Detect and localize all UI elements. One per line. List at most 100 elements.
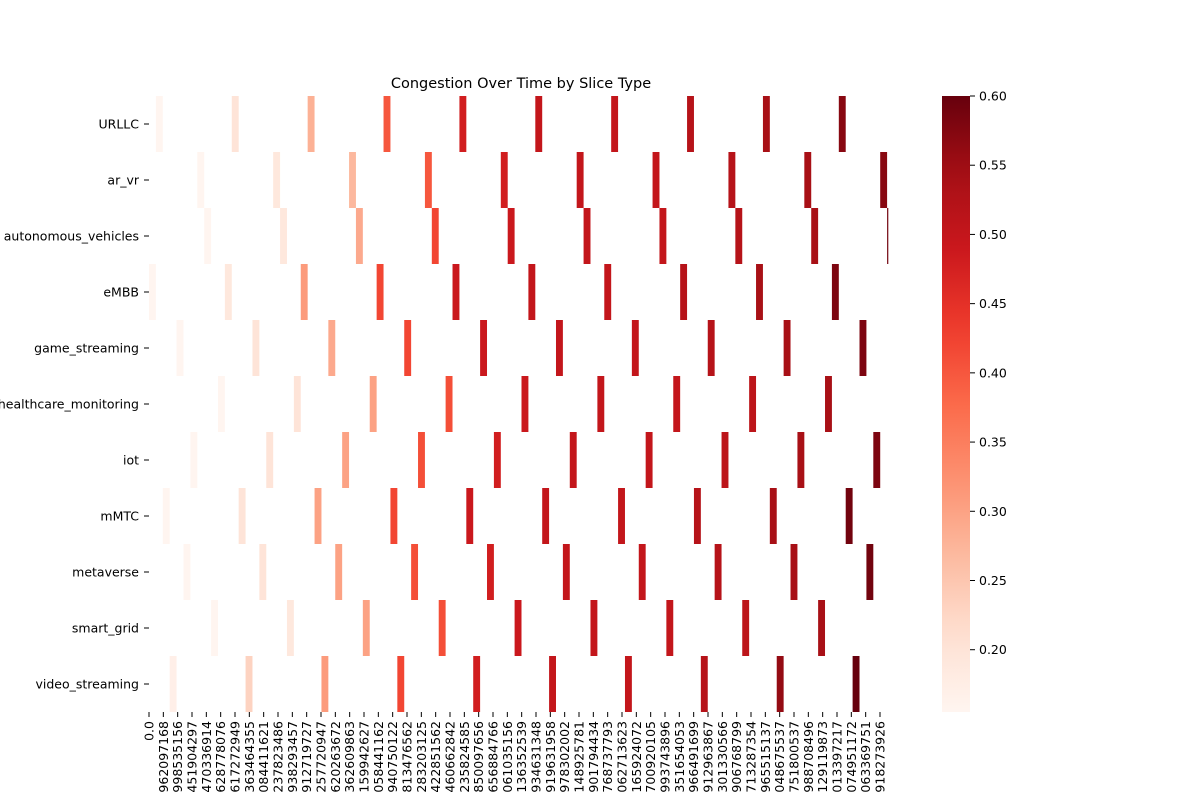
- heatmap-cell: [431, 208, 439, 264]
- x-tick-label: 988708496: [801, 721, 816, 793]
- x-tick-label: 084411621: [256, 721, 271, 793]
- heatmap-cell: [597, 376, 605, 432]
- x-tick-label: 919631958: [543, 721, 558, 793]
- heatmap-cell: [197, 152, 205, 208]
- x-tick-label: 0.0: [142, 721, 157, 741]
- heatmap-cell: [300, 264, 308, 320]
- colorbar-tick-label: 0.45: [979, 296, 1007, 311]
- x-tick-label: 074951172: [844, 721, 859, 793]
- y-tick-label: smart_grid: [72, 621, 139, 636]
- heatmap-cell: [438, 600, 446, 656]
- x-tick-label: 063369751: [858, 721, 873, 793]
- y-tick-label: video_streaming: [35, 677, 139, 692]
- heatmap-cell: [404, 320, 412, 376]
- heatmap-cell: [231, 96, 239, 152]
- x-tick-label: 966491699: [686, 721, 701, 793]
- heatmap-cell: [735, 208, 743, 264]
- heatmap-cell: [204, 208, 212, 264]
- heatmap-cell: [645, 432, 653, 488]
- heatmap-cell: [569, 432, 577, 488]
- colorbar-tick-label: 0.40: [979, 365, 1007, 380]
- x-tick-label: 978302002: [557, 721, 572, 793]
- heatmap-cell: [349, 152, 356, 208]
- y-tick-label: metaverse: [72, 565, 139, 580]
- heatmap-cell: [769, 488, 777, 544]
- colorbar-tick-label: 0.55: [979, 158, 1007, 173]
- heatmap-cell: [162, 488, 170, 544]
- heatmap-cell: [790, 544, 798, 600]
- heatmap-cell: [756, 264, 763, 320]
- x-tick-label: 906768799: [729, 721, 744, 793]
- heatmap-cell: [831, 264, 839, 320]
- x-tick-label: 257720947: [314, 721, 329, 793]
- heatmap-cell: [452, 264, 460, 320]
- heatmap-cell: [211, 600, 218, 656]
- heatmap-cell: [383, 96, 391, 152]
- heatmap-cell: [728, 152, 736, 208]
- x-tick-label: 061035156: [500, 721, 515, 793]
- heatmap-cell: [873, 432, 881, 488]
- colorbar-gradient: [942, 96, 970, 712]
- x-tick-label: 422851562: [428, 721, 443, 793]
- heatmap-cell: [549, 656, 556, 712]
- heatmap-cell: [866, 544, 874, 600]
- heatmap-cell: [742, 600, 750, 656]
- heatmap-cell: [576, 152, 584, 208]
- x-tick-label: 048675537: [772, 721, 787, 793]
- heatmap-cell: [314, 488, 322, 544]
- heatmap-cell: [880, 152, 888, 208]
- heatmap-cell: [693, 488, 701, 544]
- x-tick-label: 934631348: [529, 721, 544, 793]
- heatmap-cell: [652, 152, 660, 208]
- colorbar-tick-label: 0.30: [979, 504, 1007, 519]
- heatmap-cell: [776, 656, 784, 712]
- x-tick-label: 938293457: [285, 721, 300, 793]
- heatmap-cell: [838, 96, 846, 152]
- heatmap-cell: [631, 320, 639, 376]
- x-tick-label: 628778076: [213, 721, 228, 793]
- heatmap-cell: [528, 264, 536, 320]
- heatmap-cell: [183, 544, 191, 600]
- x-tick-label: 617272949: [228, 721, 243, 793]
- x-tick-label: 136352539: [514, 721, 529, 793]
- x-tick-label: 165924072: [629, 721, 644, 793]
- heatmap-cell: [555, 320, 563, 376]
- x-tick-label: 918273926: [873, 721, 888, 793]
- heatmap-cell: [811, 208, 819, 264]
- heatmap-cell: [273, 152, 281, 208]
- heatmap-cell: [542, 488, 550, 544]
- x-tick-label: 460662842: [443, 721, 458, 793]
- heatmap-cell: [418, 432, 425, 488]
- heatmap-cell: [818, 600, 826, 656]
- x-tick-label: 620263672: [328, 721, 343, 793]
- x-tick-label: 965515137: [758, 721, 773, 793]
- heatmap-cell: [190, 432, 198, 488]
- heatmap-cell: [245, 656, 253, 712]
- heatmap-cell: [266, 432, 274, 488]
- x-tick-label: 058441162: [371, 721, 386, 793]
- y-axis: URLLC ar_vr autonomous_vehicles eMBB game_st…: [0, 117, 149, 692]
- heatmap-cell: [149, 264, 156, 320]
- heatmap-cell: [342, 432, 350, 488]
- x-tick-label: 656884766: [486, 721, 501, 793]
- x-tick-label: 713287354: [744, 721, 759, 793]
- heatmap-cell: [825, 376, 832, 432]
- x-tick-label: 998535156: [170, 721, 185, 793]
- x-tick-label: 148925781: [572, 721, 587, 793]
- heatmap-cell: [335, 544, 343, 600]
- heatmap-cell: [673, 376, 681, 432]
- heatmap-cell: [217, 376, 225, 432]
- x-tick-label: 993743896: [658, 721, 673, 793]
- heatmap-cell: [369, 376, 377, 432]
- heatmap-cell: [307, 96, 315, 152]
- chart-title: Congestion Over Time by Slice Type: [391, 76, 651, 92]
- heatmap-cell: [252, 320, 260, 376]
- x-tick-label: 062713623: [615, 721, 630, 793]
- y-tick-label: healthcare_monitoring: [0, 397, 139, 412]
- heatmap-cell: [618, 488, 625, 544]
- x-tick-label: 768737793: [600, 721, 615, 793]
- heatmap-cell: [666, 600, 674, 656]
- x-tick-label: 940750122: [385, 721, 400, 793]
- x-tick-label: 159942627: [357, 721, 372, 793]
- heatmap-cell: [259, 544, 267, 600]
